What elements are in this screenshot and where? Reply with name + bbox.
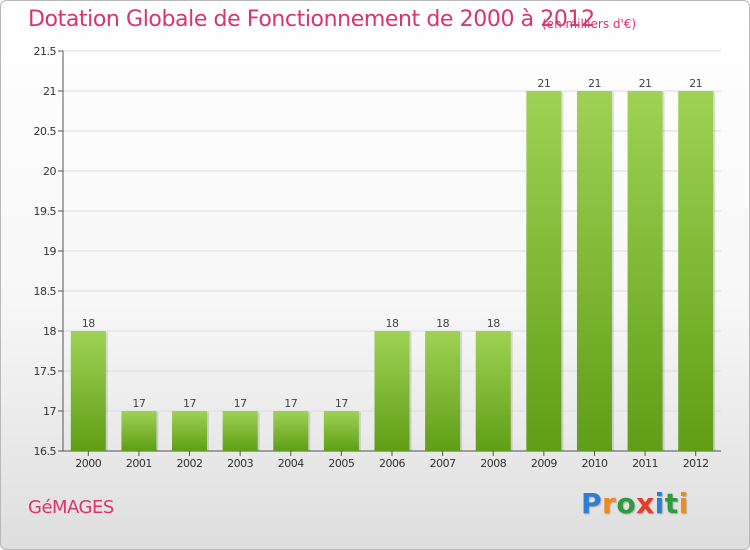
- chart-title: Dotation Globale de Fonctionnement de 20…: [28, 7, 595, 32]
- commune-name: GéMAGES: [28, 497, 114, 518]
- bar-2012: [678, 91, 714, 451]
- bars: [70, 91, 716, 451]
- x-tick-label: 2003: [227, 457, 253, 470]
- x-tick-label: 2007: [430, 457, 456, 470]
- bar-2001: [121, 411, 157, 451]
- value-label: 21: [588, 77, 601, 90]
- bar-2004: [273, 411, 309, 451]
- y-tick-label: 17.5: [34, 365, 57, 378]
- x-tick-labels: 2000 2001 2002 2003 2004 2005 2006 2007 2008 2009…: [75, 451, 709, 470]
- bar-2009: [526, 91, 562, 451]
- y-tick-label: 20.5: [34, 125, 57, 138]
- bar-2010: [576, 91, 612, 451]
- y-tick-label: 20: [43, 165, 56, 178]
- x-tick-label: 2008: [480, 457, 506, 470]
- value-label: 17: [335, 397, 348, 410]
- bar-2005: [323, 411, 359, 451]
- logo-letter: i: [678, 487, 689, 520]
- y-tick-label: 21.5: [34, 45, 57, 58]
- value-label: 18: [386, 317, 399, 330]
- x-tick-label: 2004: [278, 457, 304, 470]
- y-tick-labels: 16.5 17 17.5 18 18.5 19 19.5 20 20.5 21 21.5: [34, 45, 57, 458]
- bar-2003: [222, 411, 258, 451]
- x-tick-label: 2009: [531, 457, 557, 470]
- y-tick-label: 16.5: [34, 445, 57, 458]
- bar-2011: [627, 91, 663, 451]
- bar-2006: [374, 331, 410, 451]
- logo-letter: i: [654, 487, 665, 520]
- x-tick-label: 2010: [581, 457, 607, 470]
- logo-letter: P: [581, 487, 603, 520]
- logo-letter: o: [616, 487, 637, 520]
- y-tick-label: 18.5: [34, 285, 57, 298]
- proxiti-logo: Proxiti: [581, 487, 689, 520]
- x-tick-label: 2002: [177, 457, 203, 470]
- x-tick-label: 2012: [683, 457, 709, 470]
- x-tick-label: 2001: [126, 457, 152, 470]
- value-label: 17: [183, 397, 196, 410]
- value-label: 21: [639, 77, 652, 90]
- bar-2008: [475, 331, 511, 451]
- x-tick-label: 2005: [328, 457, 354, 470]
- value-label: 17: [132, 397, 145, 410]
- value-label: 18: [436, 317, 449, 330]
- bar-2002: [172, 411, 208, 451]
- value-label: 21: [689, 77, 702, 90]
- value-label: 17: [284, 397, 297, 410]
- value-label: 17: [234, 397, 247, 410]
- value-label: 18: [487, 317, 500, 330]
- bar-2000: [70, 331, 106, 451]
- value-label: 18: [82, 317, 95, 330]
- y-tick-label: 18: [43, 325, 56, 338]
- bar-2007: [425, 331, 461, 451]
- x-tick-label: 2006: [379, 457, 405, 470]
- unit-label: (en milliers d'€): [542, 17, 637, 31]
- logo-letter: x: [636, 487, 655, 520]
- y-tick-label: 19: [43, 245, 56, 258]
- logo-letter: t: [664, 487, 679, 520]
- value-labels: 18 17 17 17 17 17 18 18 18 21 21 21 21: [82, 77, 703, 410]
- y-tick-label: 17: [43, 405, 56, 418]
- value-label: 21: [537, 77, 550, 90]
- x-tick-label: 2011: [632, 457, 658, 470]
- x-tick-label: 2000: [75, 457, 101, 470]
- y-tick-label: 21: [43, 85, 56, 98]
- logo-letter: r: [602, 487, 617, 520]
- y-tick-label: 19.5: [34, 205, 57, 218]
